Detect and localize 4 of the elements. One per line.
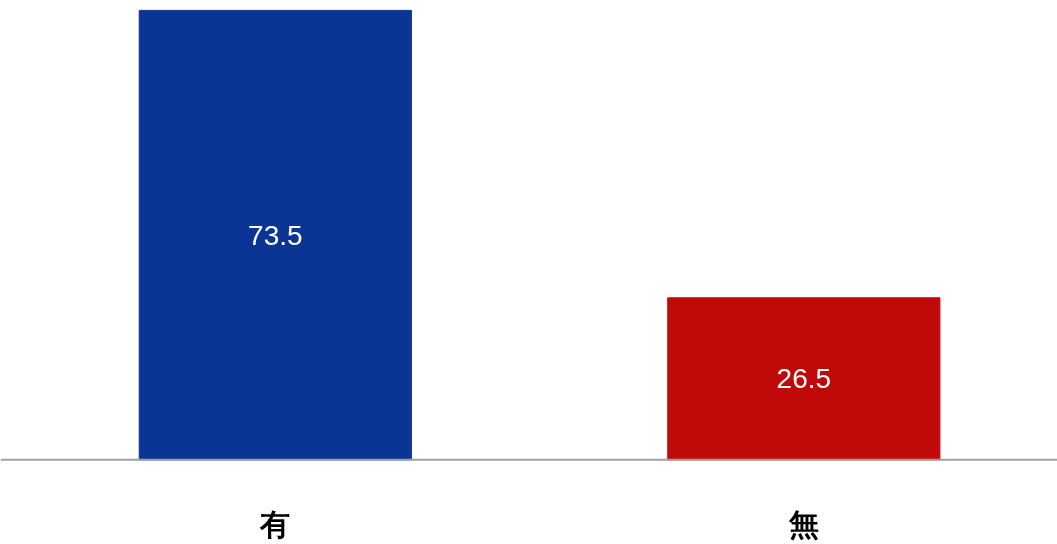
x-tick-label: 無 [787, 506, 819, 542]
data-label: 73.5 [248, 219, 303, 251]
x-tick-label: 有 [259, 506, 291, 542]
data-label: 26.5 [776, 363, 832, 395]
